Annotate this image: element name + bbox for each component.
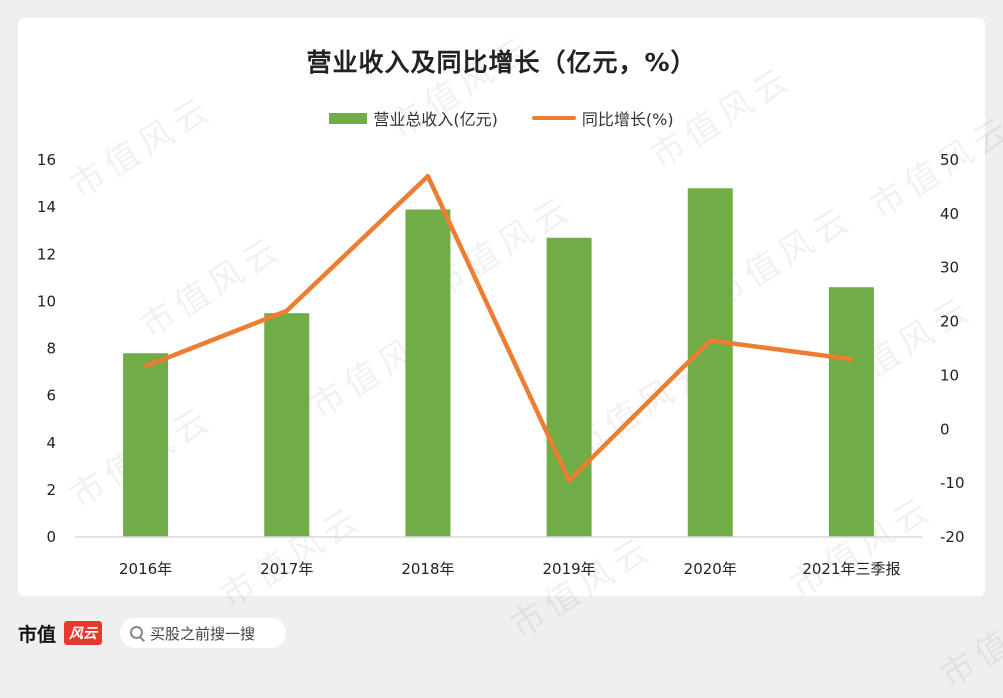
- chart-plot: 0 2 4 6 8 10 12 14 16 -20 -10 0 10 20 30 40 50 2016年 2017年…: [0, 0, 1003, 666]
- y-left-tick-label: 16: [37, 151, 56, 169]
- y-left-tick-label: 6: [46, 387, 56, 405]
- y-left-tick-label: 12: [37, 245, 56, 263]
- y-right-tick-label: 10: [940, 366, 959, 384]
- x-tick-label: 2017年: [260, 560, 313, 578]
- bar: [264, 313, 309, 537]
- x-tick-label: 2021年三季报: [802, 560, 900, 578]
- y-left-tick-label: 14: [37, 198, 56, 216]
- y-left-tick-label: 10: [37, 292, 56, 310]
- x-tick-label: 2020年: [684, 560, 737, 578]
- bar: [688, 188, 733, 537]
- bar: [123, 353, 168, 537]
- search-box[interactable]: 买股之前搜一搜: [120, 618, 286, 648]
- x-tick-label: 2019年: [542, 560, 595, 578]
- y-right-tick-label: -10: [940, 474, 965, 492]
- x-tick-label: 2016年: [119, 560, 172, 578]
- growth-line: [146, 176, 852, 480]
- y-left-tick-label: 2: [46, 481, 56, 499]
- search-icon: [130, 626, 144, 640]
- x-tick-label: 2018年: [401, 560, 454, 578]
- y-left-tick-label: 4: [46, 434, 56, 452]
- y-right-tick-label: 50: [940, 151, 959, 169]
- y-right-tick-label: 20: [940, 313, 959, 331]
- y-left-tick-label: 8: [46, 340, 56, 358]
- y-right-tick-label: 30: [940, 259, 959, 277]
- brand-logo-text: 市值: [18, 620, 56, 647]
- footer: 市值 风云 买股之前搜一搜: [18, 618, 286, 648]
- y-right-tick-label: 40: [940, 205, 959, 223]
- y-left-tick-label: 0: [46, 528, 56, 546]
- bar: [405, 209, 450, 537]
- brand-logo-seal: 风云: [64, 621, 102, 645]
- bar: [547, 238, 592, 537]
- y-right-tick-label: -20: [940, 528, 965, 546]
- y-right-tick-label: 0: [940, 420, 950, 438]
- bar: [829, 287, 874, 537]
- search-placeholder: 买股之前搜一搜: [150, 623, 255, 644]
